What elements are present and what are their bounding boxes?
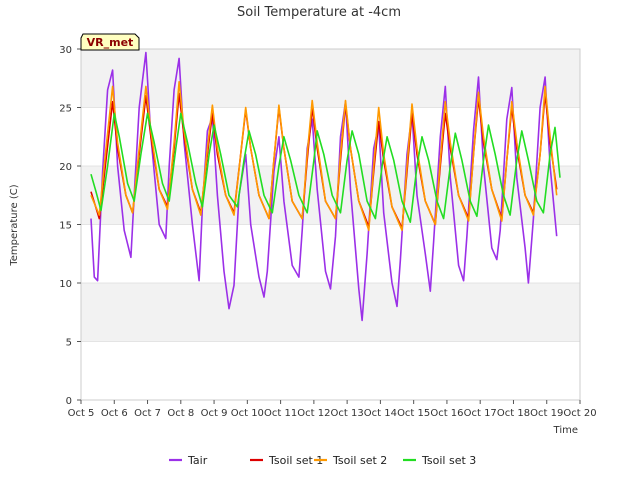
x-tick-label: Oct 15	[397, 408, 430, 419]
x-axis-ticks: Oct 5 Oct 6 Oct 7 Oct 8 Oct 9 Oct 10 Oct 11 Oct…	[68, 400, 597, 419]
background-bands	[81, 48, 580, 401]
x-tick-label: Oct 16	[430, 408, 463, 419]
y-tick-label: 15	[59, 221, 72, 232]
legend-label-4: Tsoil set 3	[421, 454, 476, 467]
y-tick-label: 30	[59, 45, 72, 56]
x-tick-label: Oct 18	[497, 408, 530, 419]
legend: Tair Tsoil set 1 Tsoil set 2 Tsoil set 3	[169, 454, 476, 467]
series-line-1	[90, 51, 558, 322]
x-tick-label: Oct 11	[264, 408, 297, 419]
x-tick-label: Oct 12	[297, 408, 330, 419]
grid-band	[81, 49, 580, 108]
site-label-box: VR_met	[80, 33, 140, 51]
y-tick-label: 10	[59, 279, 72, 290]
x-tick-label: Oct 19	[530, 408, 563, 419]
grid-band	[81, 341, 580, 400]
chart-title: Soil Temperature at -4cm	[237, 5, 401, 20]
grid-band	[81, 283, 580, 342]
series-layer	[90, 51, 561, 322]
y-tick-label: 5	[66, 338, 72, 349]
x-tick-label: Oct 20	[563, 408, 596, 419]
x-tick-label: Oct 6	[101, 408, 128, 419]
legend-label-2: Tsoil set 1	[268, 454, 323, 467]
y-tick-label: 25	[59, 104, 72, 115]
series-line-3	[90, 81, 558, 232]
x-tick-label: Oct 17	[464, 408, 497, 419]
grid-band	[81, 166, 580, 225]
y-tick-label: 0	[66, 396, 72, 407]
y-axis-ticks: 0 5 10 15 20 25 30	[59, 45, 81, 407]
x-tick-label: Oct 5	[68, 408, 95, 419]
grid-band	[81, 224, 580, 283]
site-label: VR_met	[87, 36, 134, 49]
x-tick-label: Oct 10	[231, 408, 264, 419]
y-axis-label: Temperature (C)	[9, 184, 20, 266]
legend-label-1: Tair	[187, 454, 208, 467]
legend-label-3: Tsoil set 2	[332, 454, 387, 467]
series-line-4	[90, 112, 561, 223]
x-tick-label: Oct 14	[364, 408, 397, 419]
x-tick-label: Oct 13	[331, 408, 364, 419]
x-tick-label: Oct 9	[201, 408, 228, 419]
grid-band	[81, 107, 580, 166]
x-tick-label: Oct 8	[167, 408, 194, 419]
x-axis-label: Time	[553, 425, 578, 436]
x-tick-label: Oct 7	[134, 408, 161, 419]
y-tick-label: 20	[59, 162, 72, 173]
